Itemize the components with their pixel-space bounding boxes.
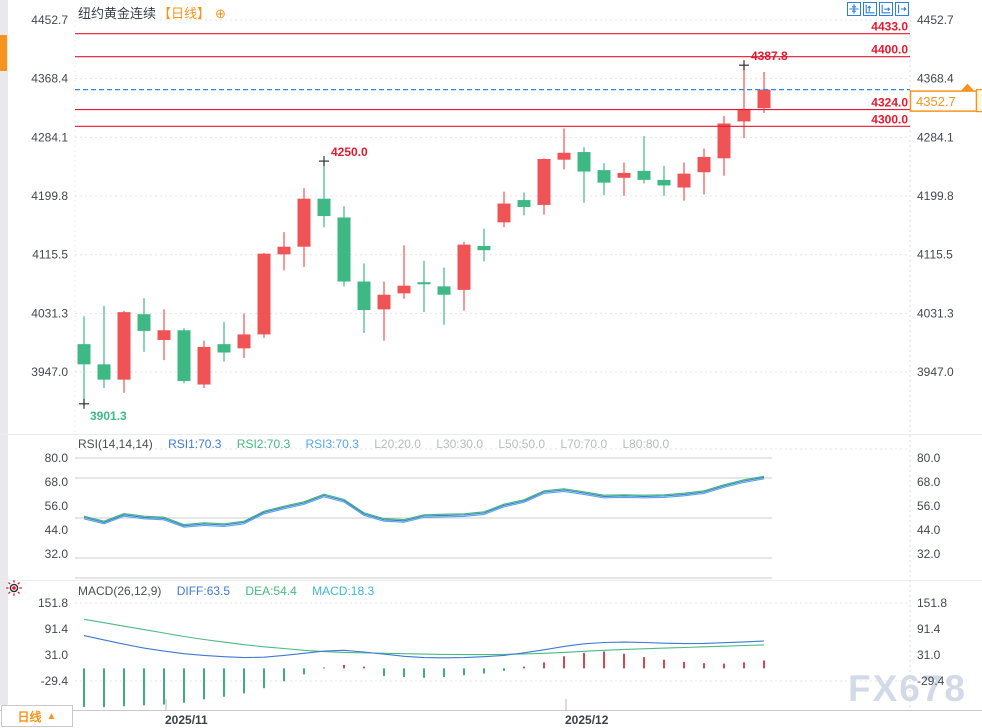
rsi2-value: RSI2:70.3 (236, 437, 291, 451)
axis-label: 56.0 (917, 499, 941, 513)
period-tab[interactable]: 日线 ▲ (1, 705, 73, 727)
scale-horizontal-icon[interactable] (879, 2, 893, 16)
left-scroll-strip[interactable] (0, 0, 8, 705)
axis-label: 32.0 (45, 547, 69, 561)
instrument-title: 纽约黄金连续 (78, 6, 157, 21)
rsi3-value: RSI3:70.3 (305, 437, 359, 451)
watermark: FX678 (848, 668, 968, 709)
axis-label: 151.8 (917, 596, 947, 610)
rsi1-value: RSI1:70.3 (168, 437, 222, 451)
rsi-header: RSI(14,14,14) RSI1:70.3 RSI2:70.3 RSI3:7… (78, 437, 681, 451)
diff-value: DIFF:63.5 (176, 584, 231, 598)
candlestick-series (77, 65, 771, 404)
scroll-thumb[interactable] (0, 35, 7, 71)
axis-label: 91.4 (45, 622, 69, 636)
axis-label: 3901.3 (90, 409, 127, 423)
axis-label: 44.0 (917, 523, 941, 537)
x-axis-date-label: 2025/11 (165, 713, 208, 727)
axis-label: 3947.0 (917, 365, 954, 379)
axis-label: 4031.3 (31, 306, 68, 320)
current-price-tag (909, 83, 982, 113)
period-tag: 【日线】 (158, 6, 211, 21)
axis-label: 80.0 (45, 451, 69, 465)
jump-latest-icon[interactable] (895, 2, 909, 16)
macd-label: MACD(26,12,9) (78, 584, 162, 598)
axis-label: 31.0 (917, 648, 941, 662)
axis-label: 91.4 (917, 622, 941, 636)
rsi-l70: L70:70.0 (560, 437, 608, 451)
axis-label: 4368.4 (31, 72, 68, 86)
dea-value: DEA:54.4 (245, 584, 297, 598)
axis-label: 68.0 (45, 475, 69, 489)
chart-toolbar (847, 2, 909, 16)
axis-label: 4031.3 (917, 306, 954, 320)
rsi-l50: L50:50.0 (498, 437, 546, 451)
axis-label: -29.4 (41, 674, 69, 688)
axis-label: 4284.1 (31, 130, 68, 144)
macd-value: MACD:18.3 (312, 584, 375, 598)
chart-title-row: 纽约黄金连续 【日线】 ⊕ (78, 3, 226, 22)
axis-label: 31.0 (45, 648, 69, 662)
axis-label: 4115.5 (32, 248, 68, 262)
scale-vertical-icon[interactable] (863, 2, 877, 16)
axis-label: 32.0 (917, 547, 941, 561)
axis-label: 3947.0 (31, 365, 68, 379)
axis-label: 80.0 (917, 451, 941, 465)
axis-label: 68.0 (917, 475, 941, 489)
axis-label: -29.4 (917, 674, 945, 688)
live-indicator-icon[interactable] (4, 578, 24, 598)
rsi-l20: L20:20.0 (374, 437, 421, 451)
x-axis-date-label: 2025/12 (565, 713, 609, 727)
current-price-value: 4352.7 (916, 94, 956, 109)
rsi-label: RSI(14,14,14) (78, 437, 153, 451)
macd-header: MACD(26,12,9) DIFF:63.5 DEA:54.4 MACD:18… (78, 584, 386, 598)
axis-label: 4324.0 (871, 96, 908, 110)
axis-label: 4250.0 (331, 145, 368, 159)
axis-label: 56.0 (45, 499, 69, 513)
rsi-l80: L80:80.0 (622, 437, 670, 451)
rsi-l30: L30:30.0 (436, 437, 483, 451)
axis-label: 4400.0 (871, 43, 908, 57)
axis-label: 4199.8 (917, 189, 954, 203)
expand-icon[interactable]: ⊕ (215, 6, 226, 21)
axis-label: 4284.1 (917, 130, 954, 144)
axis-label: 44.0 (45, 523, 69, 537)
axis-label: 4433.0 (871, 20, 908, 34)
axis-label: 4368.4 (917, 72, 954, 86)
axis-label: 4300.0 (871, 112, 908, 126)
axis-label: 4452.7 (917, 13, 954, 27)
axis-label: 4115.5 (917, 248, 953, 262)
axis-label: 4387.8 (751, 49, 788, 63)
axis-label: 4452.7 (31, 13, 68, 27)
axis-label: 151.8 (38, 596, 68, 610)
time-axis-bar: 2025/11 2025/12 (0, 710, 982, 728)
period-tab-label: 日线 (17, 709, 42, 724)
chevron-up-icon: ▲ (46, 710, 57, 722)
axis-label: 4199.8 (31, 189, 68, 203)
crosshair-icon[interactable] (847, 2, 861, 16)
